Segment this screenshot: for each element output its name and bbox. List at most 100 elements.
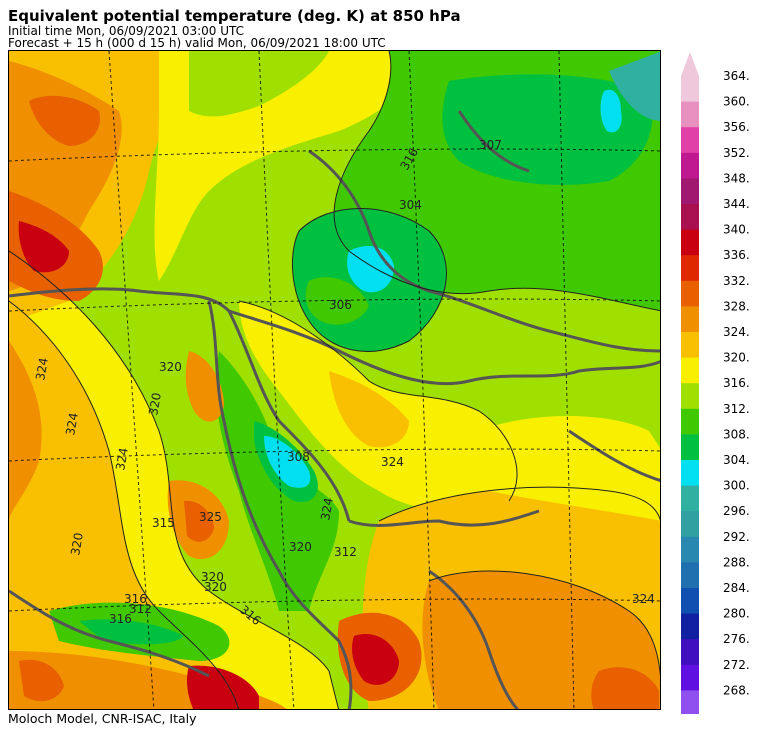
colorbar-tick-label: 280.	[723, 607, 750, 621]
colorbar-swatch	[681, 562, 699, 589]
colorbar-swatch	[681, 255, 699, 282]
colorbar-tick-label: 348.	[723, 171, 750, 185]
colorbar-tick-label: 268.	[723, 683, 750, 697]
contour-label: 320	[289, 540, 312, 554]
contour-label: 320	[201, 570, 224, 584]
colorbar-swatch	[681, 357, 699, 384]
field-332-336-alps-west	[29, 95, 100, 146]
map-title: Equivalent potential temperature (deg. K…	[8, 7, 461, 25]
colorbar-top-arrow	[681, 52, 699, 76]
colorbar-tick-label: 296.	[723, 504, 750, 518]
colorbar-swatch	[681, 152, 699, 179]
contour-label: 315	[152, 516, 175, 530]
colorbar-tick-label: 284.	[723, 581, 750, 595]
colorbar-swatch	[681, 229, 699, 256]
colorbar-swatch	[681, 588, 699, 615]
colorbar-swatch	[681, 178, 699, 205]
colorbar-swatch	[681, 204, 699, 231]
colorbar-tick-label: 272.	[723, 658, 750, 672]
colorbar-swatch	[681, 101, 699, 128]
colorbar-swatch	[681, 485, 699, 512]
colorbar-tick-label: 304.	[723, 453, 750, 467]
colorbar-swatch	[681, 332, 699, 359]
colorbar: 364. 360. 356. 352. 348. 344. 340. 336. 332. 328.…	[681, 52, 750, 714]
colorbar-swatch	[681, 306, 699, 333]
contour-label: 320	[159, 360, 182, 374]
colorbar-swatch	[681, 383, 699, 410]
colorbar-swatch	[681, 639, 699, 666]
field-340-344-northwest	[18, 221, 69, 273]
field-316-320-north	[189, 51, 329, 117]
contour-label: 306	[329, 298, 352, 312]
colorbar-tick-label: 328.	[723, 299, 750, 313]
colorbar-tick-label: 356.	[723, 120, 750, 134]
colorbar-swatch	[681, 690, 699, 714]
colorbar-swatch	[681, 408, 699, 435]
contour-label: 324	[63, 412, 81, 437]
colorbar-tick-label: 292.	[723, 530, 750, 544]
graticule	[9, 51, 660, 709]
colorbar-swatch	[681, 664, 699, 691]
contour-label: 324	[113, 447, 131, 472]
contour-label: 324	[318, 497, 336, 522]
colorbar-tick-label: 332.	[723, 274, 750, 288]
field-308-312-southwest	[79, 619, 184, 645]
field-312-316-central-south	[305, 277, 369, 325]
colorbar-tick-label: 360.	[723, 95, 750, 109]
field-324-328-central	[329, 371, 409, 448]
contour-label: 316	[124, 592, 147, 606]
contour-label: 320	[146, 392, 164, 417]
field-340-344-south-mountains	[352, 633, 399, 685]
forecast-validity-label: Forecast + 15 h (000 d 15 h) valid Mon, …	[8, 36, 386, 50]
colorbar-tick-label: 320.	[723, 351, 750, 365]
colorbar-swatch	[681, 511, 699, 538]
contour-label: 308	[287, 450, 310, 464]
field-320-324-east	[472, 416, 660, 521]
colorbar-swatch	[681, 76, 699, 103]
colorbar-tick-label: 352.	[723, 146, 750, 160]
colorbar-tick-label: 288.	[723, 555, 750, 569]
field-300-304-northeast	[609, 51, 660, 121]
contour-label: 325	[199, 510, 222, 524]
colorbar-swatch	[681, 434, 699, 461]
contour-label: 312	[334, 545, 357, 559]
field-332-336-southeast-corner	[591, 667, 659, 709]
coastlines-borders	[9, 110, 660, 709]
field-332-336-southwest-islands	[19, 659, 64, 702]
contour-label: 304	[399, 198, 422, 212]
field-332-336-balkan-west	[184, 500, 214, 542]
colorbar-swatch	[681, 613, 699, 640]
colorbar-swatch	[681, 280, 699, 307]
contour-label: 320	[204, 580, 227, 594]
colorbar-tick-label: 312.	[723, 402, 750, 416]
colorbar-tick-label: 364.	[723, 69, 750, 83]
colorbar-swatch	[681, 460, 699, 487]
initial-time-label: Initial time Mon, 06/09/2021 03:00 UTC	[8, 24, 245, 38]
model-credit: Moloch Model, CNR-ISAC, Italy	[8, 711, 197, 726]
contour-label: 307	[479, 138, 502, 152]
equivalent-potential-temperature-map: 324 324 324 320 320 320 320 320 316 316 …	[8, 50, 661, 710]
contour-label: 324	[381, 455, 404, 469]
field-304-308-lake	[264, 436, 311, 488]
colorbar-tick-label: 276.	[723, 632, 750, 646]
map-canvas: 324 324 324 320 320 320 320 320 316 316 …	[9, 51, 660, 709]
contour-label: 320	[68, 532, 86, 557]
isotherm-contours	[9, 51, 660, 709]
field-328-332-coastal	[185, 351, 224, 422]
colorbar-tick-label: 308.	[723, 427, 750, 441]
contour-label: 324	[632, 592, 655, 606]
colorbar-swatch	[681, 127, 699, 154]
field-340-344-southwest	[186, 665, 259, 709]
colorbar-tick-label: 300.	[723, 479, 750, 493]
colorbar-tick-label: 336.	[723, 248, 750, 262]
field-328-332-west	[9, 341, 42, 521]
contour-label: 312	[129, 602, 152, 616]
colorbar-swatch	[681, 536, 699, 563]
colorbar-tick-label: 344.	[723, 197, 750, 211]
colorbar-tick-label: 340.	[723, 223, 750, 237]
contour-label: 324	[33, 357, 51, 382]
colorbar-tick-label: 316.	[723, 376, 750, 390]
contour-label: 316	[109, 612, 132, 626]
colorbar-tick-label: 324.	[723, 325, 750, 339]
field-308-312-northeast	[442, 74, 653, 185]
